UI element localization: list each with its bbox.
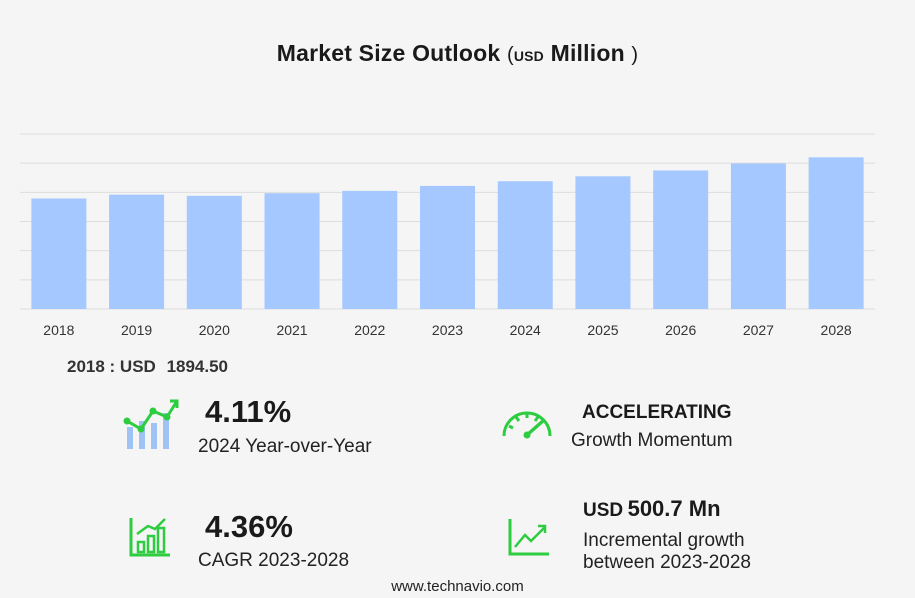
bar-2023: [420, 185, 475, 309]
source-footer: www.technavio.com: [391, 578, 524, 595]
cagr-value: 4.36%: [205, 509, 293, 544]
base-value-number: 1894.50: [166, 357, 229, 376]
bar-chart: 2018 2019 2020 2021 2022 2023 2024 2025 2026 2027…: [20, 133, 875, 338]
x-tick-label: 2018: [43, 322, 74, 338]
x-tick-label: 2028: [821, 322, 852, 338]
x-tick-label: 2022: [354, 322, 385, 338]
title-main: Market Size Outlook: [276, 40, 501, 66]
bar-2021: [264, 193, 320, 309]
bar-chart-icon: [129, 518, 170, 557]
cagr-label: CAGR 2023-2028: [198, 550, 350, 571]
title-scale: Million: [550, 40, 625, 66]
x-tick-label: 2023: [432, 322, 463, 338]
x-tick-label: 2019: [121, 322, 152, 338]
bar-2018: [31, 198, 87, 309]
yoy-label-wrap: 2024 Year-over-Year: [198, 436, 372, 458]
yoy-label: 2024 Year-over-Year: [198, 436, 372, 457]
bar-2026: [653, 170, 709, 309]
incremental-label-wrap: Incremental growth between 2023-2028: [583, 530, 751, 574]
yoy-stat: 4.11%: [205, 394, 291, 430]
cagr-label-wrap: CAGR 2023-2028: [198, 550, 349, 572]
growth-bars-icon: [123, 399, 179, 449]
x-tick-label: 2027: [743, 322, 774, 338]
x-tick-label: 2020: [199, 322, 230, 338]
bar-2024: [497, 181, 553, 309]
momentum-value: ACCELERATING: [582, 402, 732, 423]
title-close-paren: ): [631, 44, 639, 66]
bar-2028: [808, 157, 864, 309]
bar-2020: [186, 195, 242, 309]
incremental-label-line2: between 2023-2028: [583, 552, 751, 573]
chart-title: Market Size Outlook (USD Million ): [0, 40, 915, 67]
base-value-label: 2018 : USD: [67, 357, 156, 376]
x-tick-label: 2026: [665, 322, 696, 338]
base-value: 2018 : USD 1894.50: [67, 357, 234, 377]
incremental-unit: USD: [583, 500, 624, 521]
yoy-value: 4.11%: [205, 394, 292, 429]
x-tick-label: 2021: [276, 322, 307, 338]
incremental-value: 500.7 Mn: [627, 496, 721, 521]
momentum-stat: ACCELERATING: [582, 402, 732, 424]
title-open-paren: (: [506, 44, 514, 66]
bar-2019: [109, 194, 165, 309]
cagr-stat: 4.36%: [205, 509, 293, 545]
bar-2025: [575, 176, 631, 309]
trend-line-icon: [508, 519, 549, 556]
incremental-stat: USD 500.7 Mn: [583, 496, 721, 522]
momentum-label: Growth Momentum: [571, 430, 733, 451]
bar-2027: [730, 163, 786, 309]
speedometer-icon: [502, 411, 552, 439]
momentum-label-wrap: Growth Momentum: [571, 430, 733, 452]
x-tick-label: 2024: [510, 322, 541, 338]
bar-2022: [342, 190, 398, 309]
x-tick-label: 2025: [587, 322, 618, 338]
incremental-label-line1: Incremental growth: [583, 530, 745, 551]
title-unit: USD: [513, 48, 544, 64]
